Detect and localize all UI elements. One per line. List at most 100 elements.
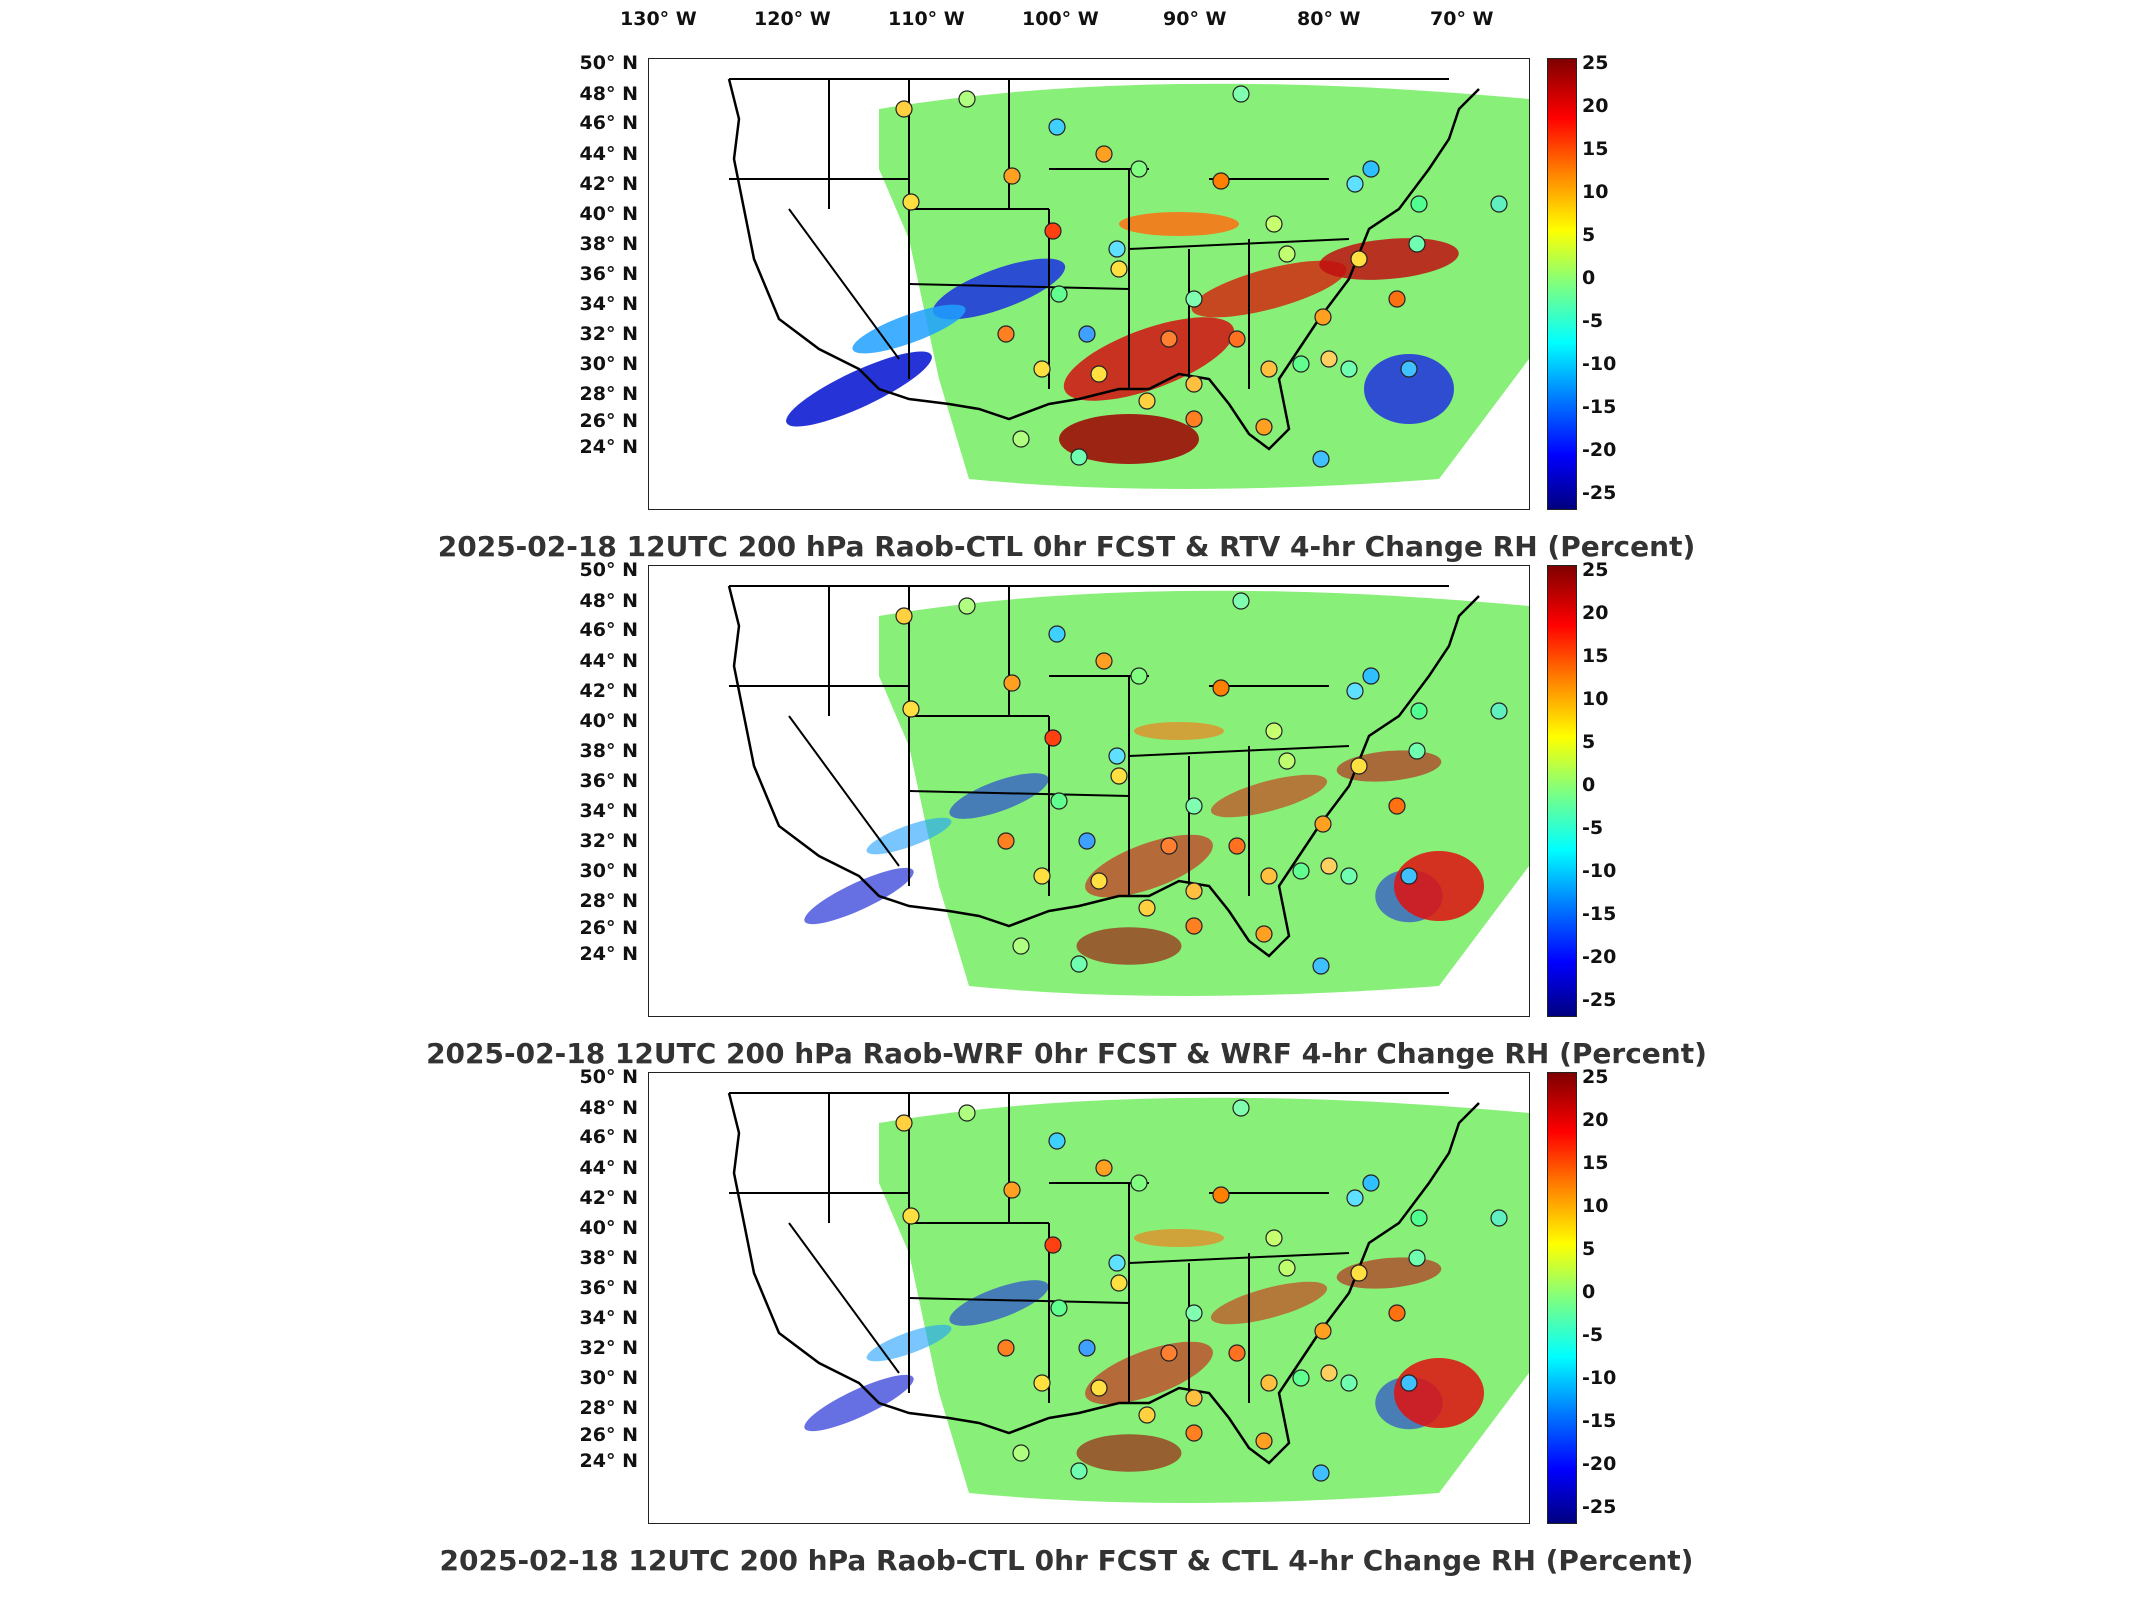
rh-field-map (727, 585, 1529, 996)
rh-anomaly-region (1085, 1341, 1213, 1405)
raob-station-marker (1044, 222, 1062, 240)
lat-label: 44° N (579, 143, 638, 165)
raob-station-marker (1050, 792, 1068, 810)
raob-station-marker (1185, 797, 1203, 815)
raob-station-marker (1292, 355, 1310, 373)
colorbar-tick-label: 20 (1582, 1109, 1609, 1131)
raob-station-marker (1320, 1364, 1338, 1382)
raob-station-marker (1003, 167, 1021, 185)
rh-anomaly-region (949, 1280, 1049, 1326)
colorbar-tick-label: -25 (1582, 1496, 1617, 1518)
raob-station-marker (1185, 1304, 1203, 1322)
lon-label-120w: 120° W (754, 8, 831, 30)
state-boundary (788, 715, 900, 867)
colorbar-tick-label: -25 (1582, 482, 1617, 504)
lat-label: 30° N (579, 860, 638, 882)
raob-station-marker (1232, 592, 1250, 610)
raob-station-marker (1278, 245, 1296, 263)
raob-station-marker (1033, 1374, 1051, 1392)
rh-anomaly-region (1394, 1358, 1484, 1428)
raob-station-marker (1346, 682, 1364, 700)
colorbar-tick-label: 10 (1582, 1195, 1609, 1217)
raob-station-marker (1003, 1181, 1021, 1199)
colorbar-tick-label: -25 (1582, 989, 1617, 1011)
raob-station-marker (1160, 837, 1178, 855)
raob-station-marker (1078, 1339, 1096, 1357)
rh-anomaly-region (786, 351, 932, 427)
raob-station-marker (1314, 308, 1332, 326)
raob-station-marker (1048, 1132, 1066, 1150)
rh-anomaly-region (1085, 834, 1213, 898)
raob-station-marker (1350, 757, 1368, 775)
raob-station-marker (1070, 1462, 1088, 1480)
model-domain (879, 590, 1529, 996)
colorbar-tick-label: -15 (1582, 903, 1617, 925)
raob-station-marker (1408, 742, 1426, 760)
raob-station-marker (1255, 925, 1273, 943)
colorbar-tick-label: 25 (1582, 1066, 1609, 1088)
rh-anomaly-region (1191, 260, 1347, 318)
raob-station-marker (1095, 145, 1113, 163)
raob-station-marker (1095, 1159, 1113, 1177)
raob-station-marker (958, 90, 976, 108)
raob-station-marker (997, 325, 1015, 343)
lat-label: 38° N (579, 1247, 638, 1269)
lat-label: 50° N (579, 559, 638, 581)
raob-station-marker (1260, 867, 1278, 885)
state-boundary (788, 208, 900, 360)
raob-station-marker (1278, 752, 1296, 770)
colorbar-tick-label: -5 (1582, 310, 1604, 332)
lat-label: 36° N (579, 770, 638, 792)
rh-anomaly-region (1119, 212, 1239, 236)
coastline (727, 585, 1480, 958)
lat-label: 50° N (579, 1066, 638, 1088)
colorbar (1547, 1072, 1577, 1524)
raob-station-marker (1228, 1344, 1246, 1362)
lat-label: 28° N (579, 383, 638, 405)
coastline (727, 78, 1480, 451)
lat-label: 38° N (579, 233, 638, 255)
lon-label-90w: 90° W (1163, 8, 1227, 30)
lat-label: 42° N (579, 173, 638, 195)
rh-field-map (727, 78, 1529, 489)
raob-station-marker (1212, 1186, 1230, 1204)
raob-station-marker (1212, 679, 1230, 697)
map-panel-1: 50° N 48° N 46° N 44° N 42° N 40° N 38° N 36° N… (0, 52, 2133, 568)
lat-label: 44° N (579, 650, 638, 672)
map-panel-3: 50° N 48° N 46° N 44° N 42° N 40° N 38° N 36° N… (0, 1066, 2133, 1582)
raob-station-marker (1033, 360, 1051, 378)
state-boundary (908, 790, 1130, 797)
raob-station-marker (958, 1104, 976, 1122)
state-boundary (908, 283, 1130, 290)
lat-label: 34° N (579, 800, 638, 822)
lat-label: 48° N (579, 1097, 638, 1119)
state-boundary (908, 1297, 1130, 1304)
raob-station-marker (1003, 674, 1021, 692)
raob-station-marker (1362, 160, 1380, 178)
lat-label: 48° N (579, 590, 638, 612)
rh-anomaly-region (1059, 414, 1199, 464)
raob-station-marker (997, 1339, 1015, 1357)
colorbar-tick-label: -15 (1582, 396, 1617, 418)
lat-label: 48° N (579, 83, 638, 105)
coastline (727, 1092, 1480, 1465)
colorbar-tick-label: 5 (1582, 731, 1596, 753)
lat-label: 46° N (579, 619, 638, 641)
raob-station-marker (1185, 290, 1203, 308)
lat-label: 30° N (579, 1367, 638, 1389)
raob-station-marker (1108, 240, 1126, 258)
raob-station-marker (958, 597, 976, 615)
colorbar-tick-label: 25 (1582, 52, 1609, 74)
colorbar-tick-label: -20 (1582, 439, 1617, 461)
raob-station-marker (1408, 1249, 1426, 1267)
raob-station-marker (1185, 882, 1203, 900)
lat-label: 32° N (579, 323, 638, 345)
raob-station-marker (1110, 1274, 1128, 1292)
raob-station-marker (1012, 430, 1030, 448)
raob-station-marker (1320, 350, 1338, 368)
raob-station-marker (1078, 325, 1096, 343)
rh-anomaly-region (1134, 722, 1224, 740)
raob-station-marker (1090, 365, 1108, 383)
rh-anomaly-region (1134, 1229, 1224, 1247)
raob-station-marker (1410, 702, 1428, 720)
